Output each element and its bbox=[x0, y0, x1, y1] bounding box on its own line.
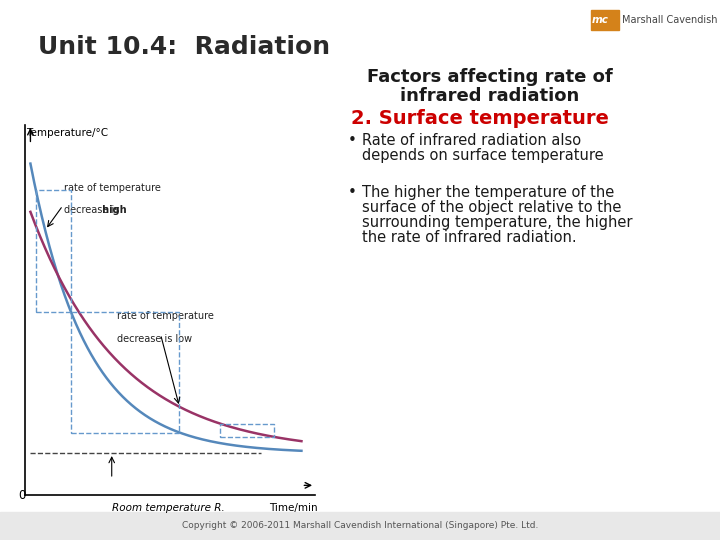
Text: Copyright © 2006-2011 Marshall Cavendish International (Singapore) Pte. Ltd.: Copyright © 2006-2011 Marshall Cavendish… bbox=[182, 522, 538, 530]
Bar bbox=[0, 512, 720, 540]
Text: The higher the temperature of the: The higher the temperature of the bbox=[362, 185, 614, 200]
Text: surrounding temperature, the higher: surrounding temperature, the higher bbox=[362, 215, 632, 230]
Text: decrease is low: decrease is low bbox=[117, 334, 192, 344]
Text: rate of temperature: rate of temperature bbox=[64, 183, 161, 193]
Text: high: high bbox=[65, 205, 126, 215]
Bar bbox=[591, 10, 619, 30]
Text: Temperature/°C: Temperature/°C bbox=[27, 128, 109, 138]
Text: surface of the object relative to the: surface of the object relative to the bbox=[362, 200, 621, 215]
Text: 2. Surface temperature: 2. Surface temperature bbox=[351, 109, 609, 128]
Bar bbox=[220, 423, 274, 437]
Text: Room temperature R.: Room temperature R. bbox=[112, 503, 225, 513]
Text: the rate of infrared radiation.: the rate of infrared radiation. bbox=[362, 230, 577, 245]
Text: mc: mc bbox=[592, 15, 609, 25]
Text: depends on surface temperature: depends on surface temperature bbox=[362, 148, 603, 163]
Text: Marshall Cavendish: Marshall Cavendish bbox=[622, 15, 718, 25]
Text: infrared radiation: infrared radiation bbox=[400, 87, 580, 105]
Text: Unit 10.4:  Radiation: Unit 10.4: Radiation bbox=[38, 35, 330, 59]
Text: Rate of infrared radiation also: Rate of infrared radiation also bbox=[362, 133, 581, 148]
Text: •: • bbox=[348, 185, 357, 200]
Bar bbox=[36, 190, 71, 312]
Bar bbox=[71, 312, 179, 433]
Text: rate of temperature: rate of temperature bbox=[117, 311, 214, 321]
Text: •: • bbox=[348, 133, 357, 148]
Text: Factors affecting rate of: Factors affecting rate of bbox=[367, 68, 613, 86]
Text: 0: 0 bbox=[18, 489, 25, 502]
Text: Time/min: Time/min bbox=[269, 503, 318, 513]
Text: decrease is: decrease is bbox=[64, 205, 123, 215]
